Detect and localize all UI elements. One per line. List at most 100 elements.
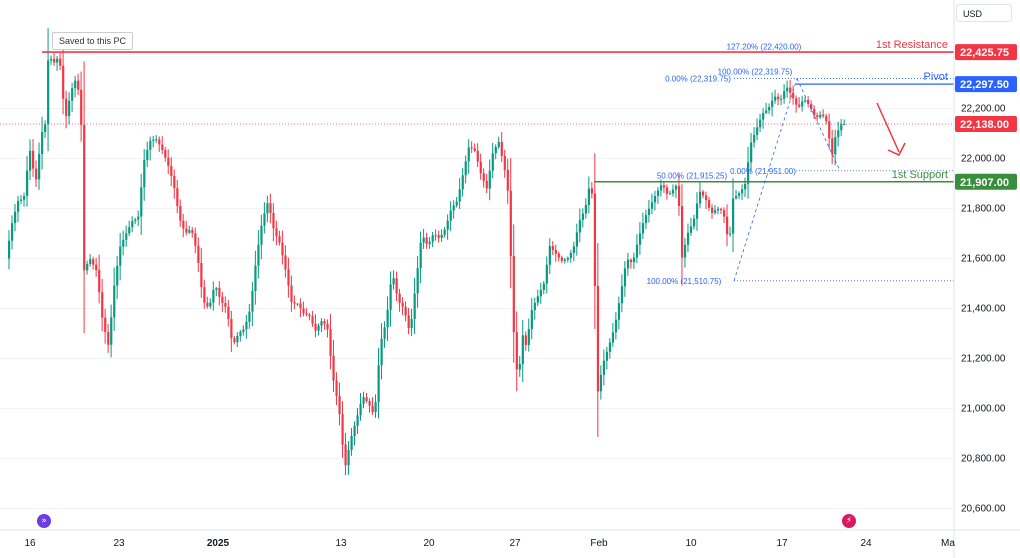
candle-body — [554, 249, 557, 254]
candle-body — [765, 110, 768, 113]
candle-body — [738, 193, 741, 196]
time-tick-label: 10 — [685, 538, 697, 549]
candle-body — [843, 124, 846, 125]
candle-body — [233, 338, 236, 343]
candle-body — [816, 115, 819, 118]
candle-body — [431, 235, 434, 242]
candle-body — [350, 436, 353, 450]
candle-body — [95, 264, 98, 271]
candle-body — [65, 98, 68, 116]
double-chevron-right-icon[interactable]: » — [37, 514, 51, 528]
candle-body — [813, 108, 816, 116]
candle-body — [822, 114, 825, 117]
candle-body — [518, 364, 521, 370]
candle-body — [744, 183, 747, 190]
candle-body — [533, 302, 536, 311]
candle-body — [461, 175, 464, 190]
candle-body — [759, 119, 762, 128]
candle-body — [422, 237, 425, 243]
candle-body — [353, 425, 356, 436]
candle-body — [407, 315, 410, 329]
fib-trend-line — [733, 78, 798, 281]
candle-body — [386, 309, 389, 328]
candle-body — [107, 332, 110, 345]
candle-body — [155, 139, 158, 141]
candle-body — [482, 173, 485, 181]
candle-body — [413, 293, 416, 319]
candle-body — [840, 124, 843, 131]
candle-body — [620, 286, 624, 304]
candle-body — [146, 149, 149, 160]
candle-body — [35, 168, 38, 180]
candle-body — [98, 270, 101, 293]
candle-body — [774, 96, 777, 101]
candle-body — [287, 269, 290, 286]
candle-body — [551, 246, 554, 250]
currency-selector[interactable]: USD — [956, 4, 1012, 22]
candle-body — [125, 233, 128, 240]
candle-body — [239, 331, 242, 336]
candle-body — [110, 317, 113, 345]
candle-body — [659, 185, 663, 191]
candle-body — [629, 259, 633, 263]
time-axis[interactable]: 16 23 2025 13 20 27 Feb 10 17 24 Ma — [0, 529, 1020, 549]
candle-body — [299, 303, 302, 309]
price-badge — [955, 76, 1017, 93]
candle-body — [341, 414, 344, 445]
candle-body — [732, 198, 735, 234]
candle-body — [695, 203, 699, 219]
candle-body — [470, 147, 473, 149]
candle-body — [398, 293, 401, 303]
candle-body — [50, 59, 53, 61]
candle-body — [542, 283, 545, 290]
candle-body — [783, 91, 786, 99]
price-axis[interactable]: 20,600.00 20,800.00 21,000.00 21,200.00 21,4… — [953, 0, 1017, 558]
candle-body — [536, 296, 539, 303]
candle-body — [203, 287, 206, 303]
candle-body — [650, 202, 654, 209]
candle-body — [89, 259, 92, 265]
candle-body — [14, 211, 17, 224]
candle-body — [572, 246, 575, 253]
candle-body — [68, 100, 71, 116]
candle-body — [236, 335, 239, 343]
candle-body — [701, 191, 705, 196]
candle-body — [683, 244, 687, 258]
candle-body — [452, 205, 455, 211]
candle-body — [11, 223, 14, 241]
candle-body — [768, 107, 771, 111]
candle-body — [798, 104, 801, 107]
candle-body — [509, 190, 512, 256]
candle-body — [557, 253, 560, 258]
candle-body — [29, 150, 32, 171]
lightning-icon[interactable]: ⚡ — [842, 514, 856, 528]
candle-body — [218, 287, 221, 297]
candle-body — [347, 450, 350, 466]
level-name-1st-support: 1st Support — [892, 169, 948, 181]
candle-body — [780, 98, 783, 100]
candle-body — [134, 219, 137, 221]
candle-body — [834, 137, 837, 155]
candle-body — [726, 216, 729, 235]
candle-body — [182, 220, 185, 229]
price-badge — [955, 44, 1017, 61]
candle-body — [212, 289, 215, 303]
candle-body — [296, 303, 299, 305]
candle-body — [723, 210, 726, 217]
candle-body — [323, 321, 326, 324]
candle-body — [206, 302, 209, 307]
candle-body — [401, 302, 404, 307]
candle-body — [86, 264, 89, 271]
candle-body — [335, 380, 338, 396]
candle-body — [395, 278, 398, 294]
candle-body — [566, 257, 569, 260]
candle-body — [389, 284, 392, 310]
candle-body — [458, 189, 461, 202]
candle-body — [485, 180, 488, 189]
candle-body — [587, 188, 591, 205]
candle-body — [689, 226, 693, 233]
candle-body — [455, 201, 458, 206]
candle-body — [473, 148, 476, 151]
candle-body — [20, 199, 23, 201]
